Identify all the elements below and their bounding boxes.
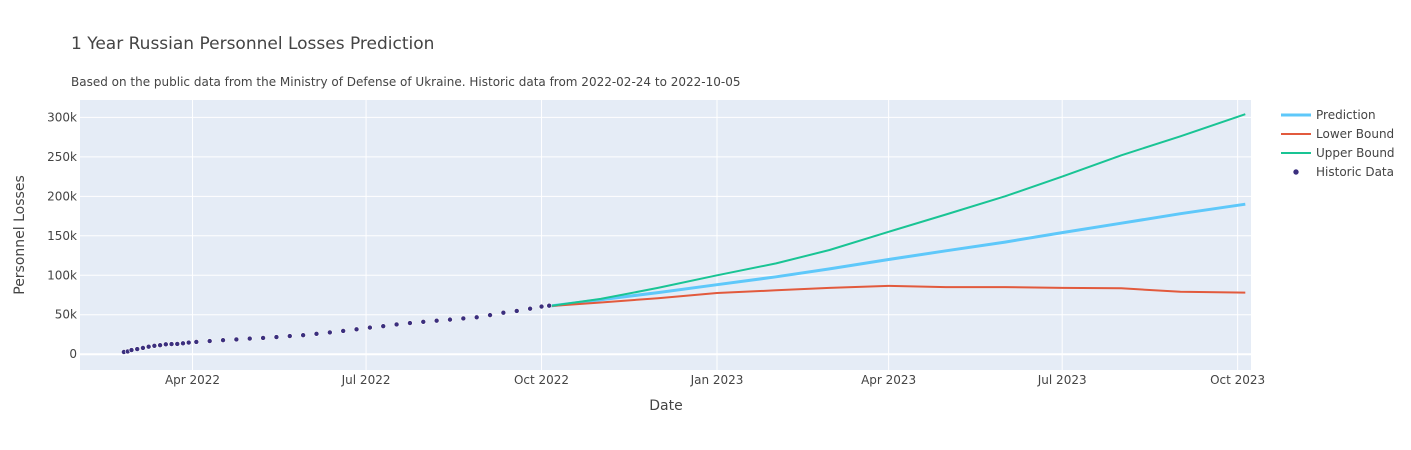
data-point — [300, 332, 306, 338]
data-point — [206, 338, 213, 344]
data-point — [313, 331, 320, 337]
legend-item-prediction[interactable]: Prediction — [1281, 108, 1376, 122]
data-point — [220, 337, 226, 343]
data-point — [134, 346, 141, 352]
data-point — [340, 328, 346, 334]
y-tick-label: 100k — [47, 268, 77, 282]
data-point — [145, 343, 152, 350]
data-point — [163, 341, 169, 348]
y-tick-label: 200k — [47, 189, 77, 203]
y-axis-title: Personnel Losses — [12, 175, 28, 295]
data-point — [140, 345, 146, 351]
x-tick-label: Jan 2023 — [690, 373, 744, 387]
data-point — [367, 324, 373, 331]
tick-labels: 0 50k 100k 150k 200k 250k 300k Apr 2022 Jul 2022… — [47, 110, 1265, 387]
x-axis-title: Date — [649, 398, 682, 414]
series-layer — [121, 113, 1246, 355]
x-tick-label: Oct 2023 — [1210, 373, 1265, 387]
legend-swatch — [1292, 168, 1300, 176]
data-point — [286, 333, 293, 339]
plot-area — [80, 100, 1251, 370]
data-point — [460, 315, 467, 322]
y-tick-label: 300k — [47, 110, 77, 124]
data-point — [174, 341, 181, 347]
data-point — [527, 305, 533, 312]
data-point — [180, 340, 186, 347]
data-point — [513, 308, 520, 314]
chart-title: 1 Year Russian Personnel Losses Predicti… — [71, 34, 435, 54]
series-line-upper-bound — [549, 113, 1246, 308]
y-tick-label: 250k — [47, 150, 77, 164]
y-tick-label: 50k — [55, 308, 77, 322]
data-point — [473, 314, 480, 321]
legend-item-historic-data[interactable]: Historic Data — [1292, 165, 1394, 179]
data-point — [393, 321, 400, 328]
legend-label: Upper Bound — [1316, 146, 1395, 160]
data-point — [193, 339, 200, 345]
data-point — [327, 329, 333, 336]
data-point — [500, 309, 507, 316]
data-point — [420, 319, 427, 325]
data-point — [487, 312, 493, 318]
data-point — [380, 323, 387, 329]
data-point — [157, 342, 163, 349]
legend-item-upper-bound[interactable]: Upper Bound — [1281, 146, 1395, 160]
legend-label: Lower Bound — [1316, 127, 1394, 141]
data-point — [353, 326, 360, 333]
data-point — [168, 341, 175, 347]
y-tick-label: 150k — [47, 229, 77, 243]
data-point — [260, 335, 266, 341]
x-tick-label: Jul 2023 — [1037, 373, 1087, 387]
series-line-lower-bound — [549, 284, 1246, 308]
legend-item-lower-bound[interactable]: Lower Bound — [1281, 127, 1394, 141]
x-tick-label: Jul 2022 — [341, 373, 391, 387]
data-point — [151, 342, 158, 349]
x-tick-label: Apr 2023 — [861, 373, 916, 387]
series-line-prediction — [549, 202, 1246, 308]
legend-label: Prediction — [1316, 108, 1376, 122]
data-point — [128, 347, 135, 353]
y-tick-label: 0 — [69, 347, 77, 361]
data-point — [185, 339, 192, 346]
data-point — [546, 302, 552, 309]
x-tick-label: Apr 2022 — [165, 373, 220, 387]
legend-label: Historic Data — [1316, 165, 1394, 179]
chart-subtitle: Based on the public data from the Minist… — [71, 75, 741, 89]
data-point — [538, 303, 545, 310]
data-point — [233, 336, 240, 343]
data-point — [407, 320, 413, 326]
data-point — [433, 317, 440, 324]
x-tick-label: Oct 2022 — [514, 373, 569, 387]
legend[interactable]: Prediction Lower Bound Upper Bound Historic… — [1281, 108, 1395, 179]
data-point — [246, 335, 253, 342]
data-point — [447, 316, 453, 323]
data-point — [273, 334, 280, 340]
grid-lines — [80, 100, 1251, 370]
